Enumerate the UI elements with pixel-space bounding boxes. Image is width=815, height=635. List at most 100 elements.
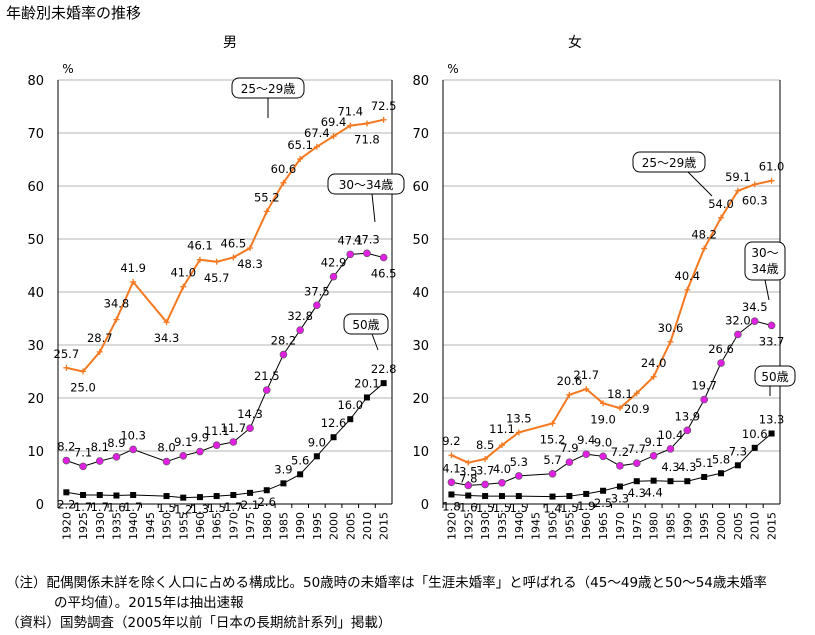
data-point: [717, 359, 725, 367]
data-label: 21.7: [573, 368, 599, 382]
y-unit-label: %: [62, 62, 73, 76]
data-point: [734, 330, 742, 339]
x-tick-label: 1930: [94, 512, 107, 540]
data-label: 8.1: [91, 440, 109, 454]
callout-label: 50歳: [352, 318, 379, 332]
data-label: 32.8: [287, 309, 313, 323]
y-tick-label: 10: [27, 445, 44, 460]
data-point: [565, 458, 574, 466]
data-label: 1.5: [510, 501, 528, 515]
data-point: [700, 395, 708, 404]
data-point: [230, 491, 237, 498]
data-label: 71.4: [337, 105, 363, 119]
data-point: [481, 480, 489, 489]
data-point: [163, 493, 170, 500]
data-point: [180, 283, 187, 290]
x-tick-label: 2010: [749, 512, 762, 540]
data-label: 9.2: [442, 434, 460, 448]
data-label: 30.6: [658, 321, 684, 335]
data-label: 45.7: [204, 271, 230, 285]
data-label: 60.3: [742, 193, 768, 207]
x-tick-label: 1960: [580, 512, 593, 540]
data-label: 1.5: [157, 501, 175, 515]
data-label: 1.9: [577, 499, 595, 513]
data-label: 9.4: [577, 433, 595, 447]
data-label: 54.0: [708, 197, 734, 211]
callout-2: 50歳: [343, 313, 389, 351]
data-point: [750, 317, 759, 325]
panel-title: 男: [223, 35, 237, 51]
data-point: [113, 492, 120, 499]
data-point: [313, 453, 320, 460]
data-point: [718, 470, 725, 477]
callout-3: 25～29歳: [632, 151, 713, 197]
data-point: [363, 120, 370, 127]
data-point: [247, 489, 254, 496]
data-point: [213, 258, 220, 265]
data-point: [448, 491, 455, 498]
x-tick-label: 1950: [547, 512, 560, 540]
y-tick-label: 40: [27, 286, 44, 301]
data-point: [313, 143, 320, 150]
y-tick-label: 30: [412, 339, 429, 354]
data-point: [515, 493, 522, 500]
data-point: [482, 493, 489, 500]
y-tick-label: 40: [412, 286, 429, 301]
callout-pointer: [764, 279, 770, 301]
data-point: [263, 487, 270, 494]
data-label: 2.6: [258, 495, 276, 509]
data-label: 3.7: [476, 463, 494, 477]
data-point: [498, 493, 505, 500]
data-label: 19.0: [590, 412, 616, 426]
data-label: 34.8: [104, 297, 130, 311]
data-point: [296, 326, 304, 334]
data-point: [566, 391, 573, 398]
data-label: 28.7: [87, 331, 113, 345]
data-point: [684, 286, 691, 293]
data-point: [751, 181, 758, 188]
series-1: 4.13.53.74.05.3 5.77.99.49.07.27.79.110.4…: [442, 300, 784, 490]
callout-label: 30～: [751, 246, 778, 260]
series-0: 9.2 7.8 8.5 11.113.5 15.2 20.621.7 19.0 18.120.…: [442, 160, 784, 486]
series-2: 1.81.61.51.51.5 1.41.51.92.53.34.34.44.34…: [442, 413, 784, 516]
data-label: 69.4: [321, 115, 347, 129]
data-point: [632, 459, 641, 467]
data-label: 61.0: [759, 160, 785, 174]
page-title: 年齢別未婚率の推移: [6, 4, 142, 22]
data-label: 7.2: [611, 445, 629, 459]
data-point: [229, 438, 238, 446]
data-point: [482, 455, 489, 462]
x-tick-label: 1975: [244, 512, 257, 540]
data-point: [599, 452, 607, 461]
data-label: 1.8: [442, 499, 460, 513]
callout-pointer: [371, 193, 376, 223]
x-tick-label: 1975: [631, 512, 644, 540]
data-label: 5.3: [510, 455, 528, 469]
data-label: 8.9: [107, 436, 125, 450]
data-label: 2.5: [594, 496, 612, 510]
data-label: 42.9: [321, 256, 347, 270]
data-label: 34.5: [742, 300, 768, 314]
data-label: 1.2: [174, 503, 192, 517]
data-point: [633, 478, 640, 485]
data-point: [649, 451, 658, 460]
data-point: [667, 338, 674, 345]
data-label: 7.9: [560, 441, 578, 455]
x-tick-label: 2010: [361, 512, 374, 540]
data-label: 1.5: [476, 501, 494, 515]
panel-title: 女: [568, 34, 582, 51]
data-label: 9.1: [644, 435, 662, 449]
data-label: 10.6: [742, 427, 768, 441]
callout-label: 30～34歳: [339, 178, 394, 192]
y-tick-label: 50: [412, 233, 429, 248]
data-label: 9.1: [174, 435, 192, 449]
data-point: [566, 493, 573, 500]
y-tick-label: 70: [412, 127, 429, 142]
data-label: 46.1: [187, 239, 213, 253]
data-point: [718, 214, 725, 221]
data-point: [179, 451, 188, 460]
x-tick-label: 1935: [496, 512, 509, 540]
data-point: [330, 434, 337, 441]
data-point: [701, 473, 708, 480]
data-point: [196, 494, 203, 501]
